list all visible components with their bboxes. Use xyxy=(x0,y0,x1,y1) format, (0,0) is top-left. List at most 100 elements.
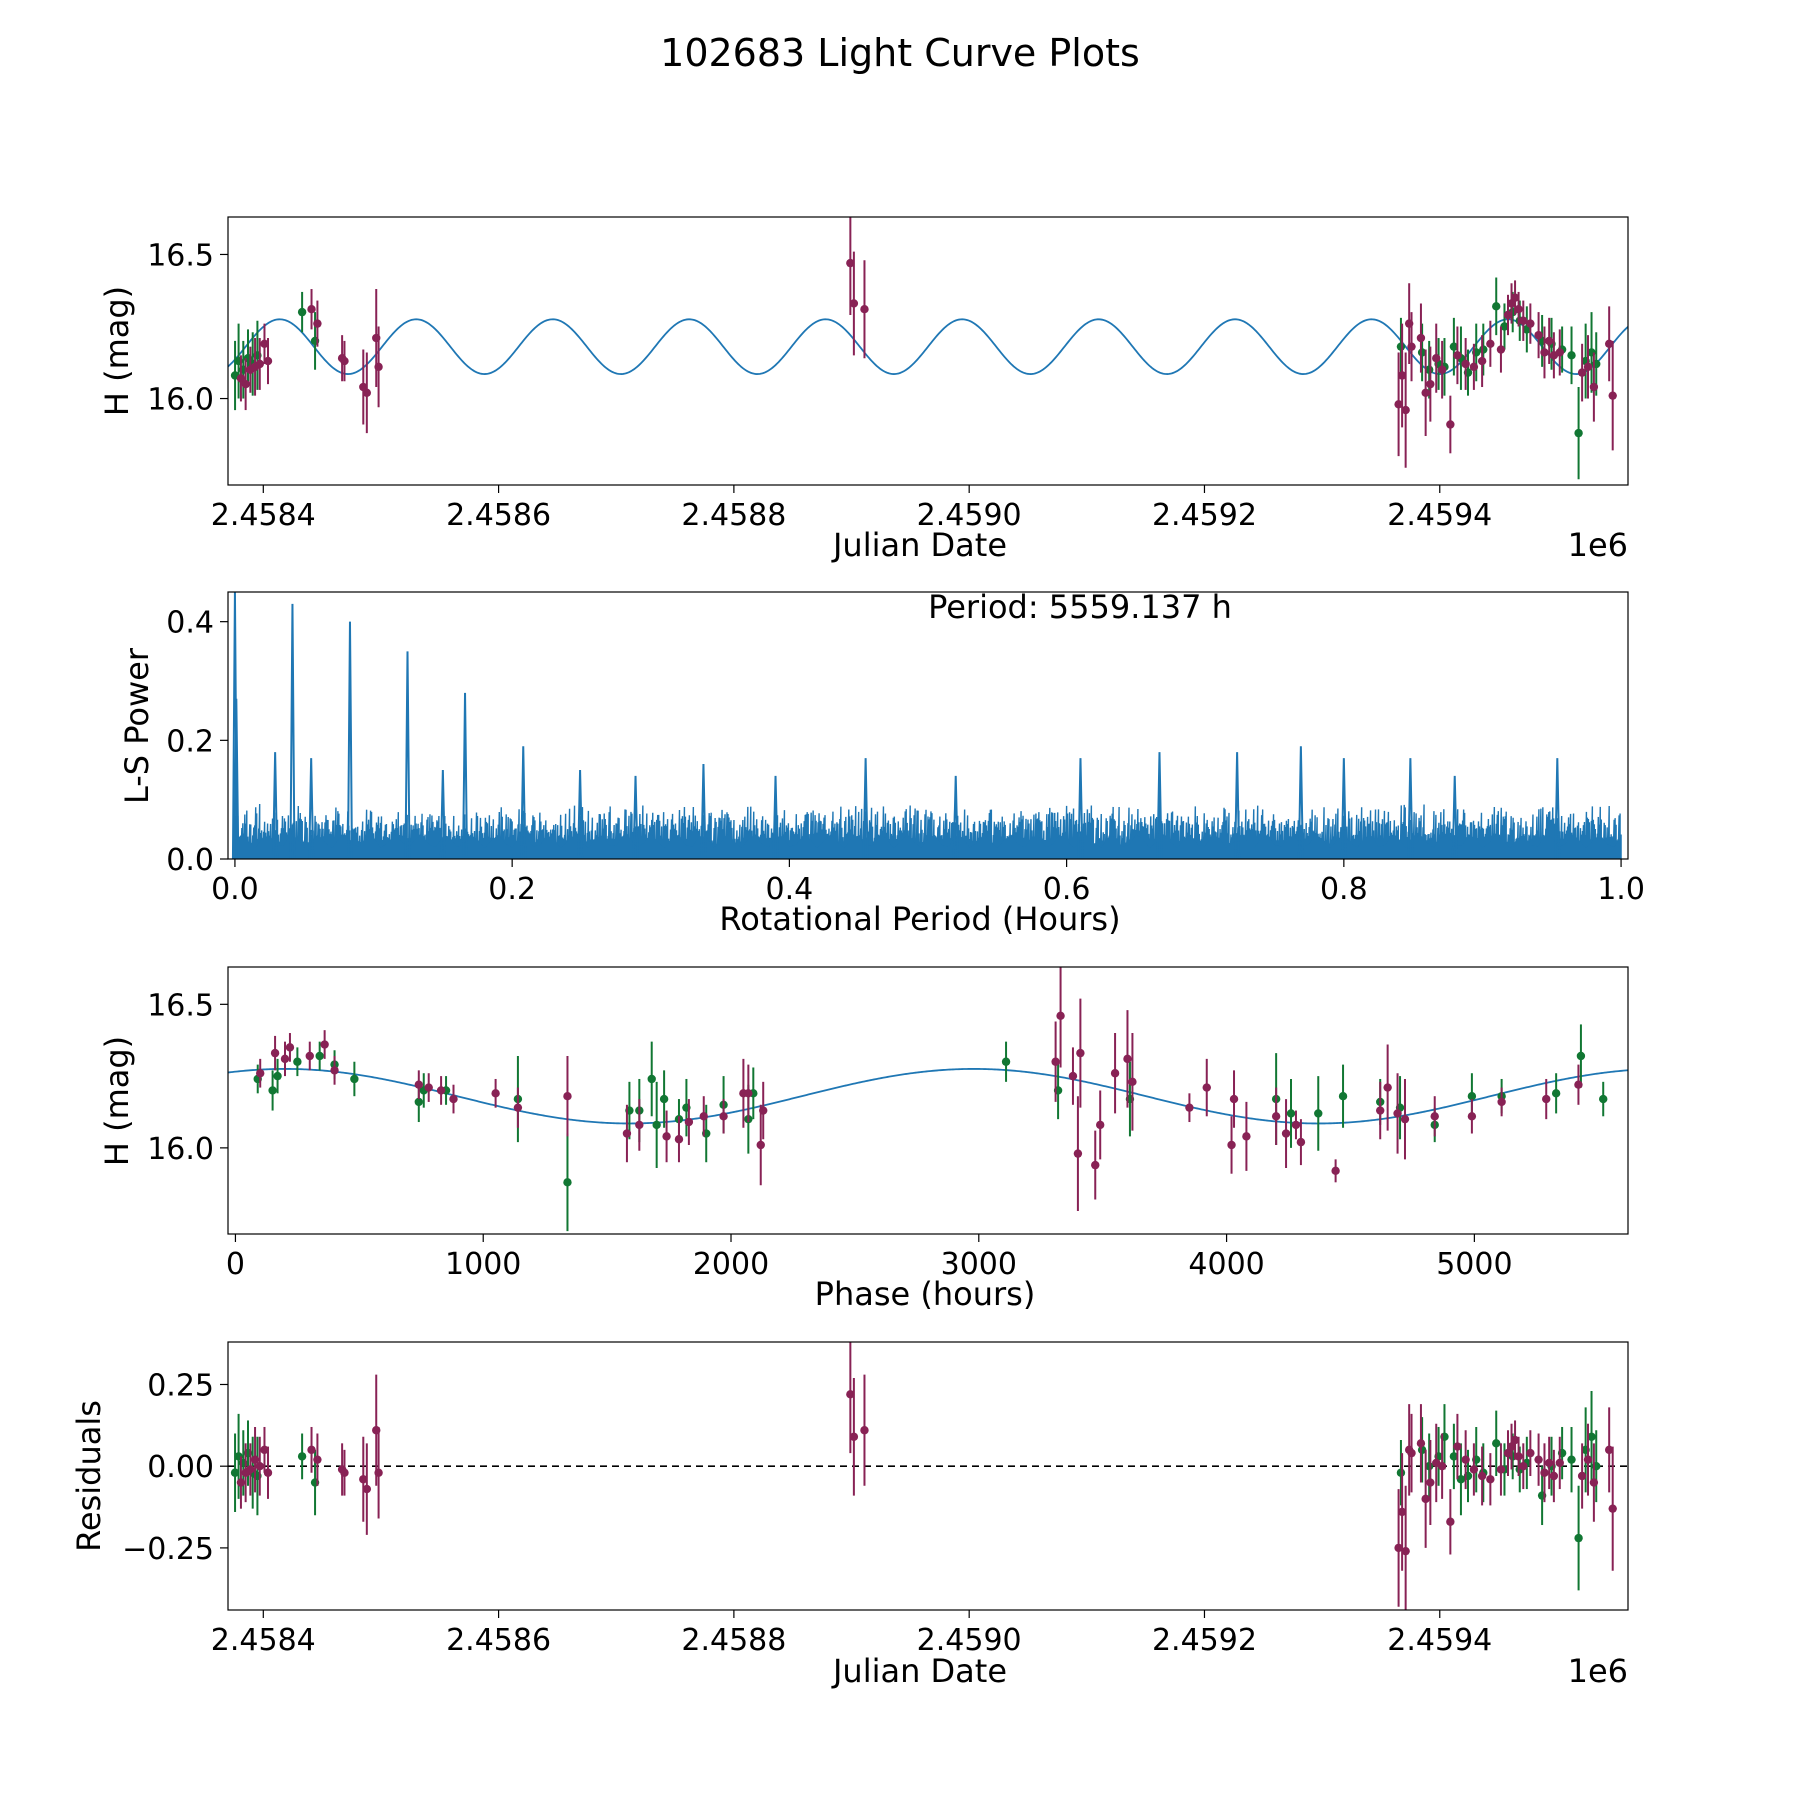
phased-point xyxy=(449,1094,458,1104)
residuals-point xyxy=(307,1445,316,1455)
lightcurve-point xyxy=(241,379,250,389)
phased-point xyxy=(1296,1137,1306,1147)
residuals-point xyxy=(1589,1478,1599,1487)
periodogram-ylabel: L-S Power xyxy=(118,647,156,804)
lightcurve-point xyxy=(1394,400,1403,409)
phased-point xyxy=(1291,1120,1301,1130)
periodogram-xtick-label: 0.0 xyxy=(211,872,259,907)
residuals-point xyxy=(1534,1455,1543,1464)
residuals-point xyxy=(1421,1494,1430,1504)
residuals-point xyxy=(297,1452,307,1461)
residuals-point xyxy=(846,1390,855,1399)
residuals-xlabel: Julian Date xyxy=(831,1652,1007,1690)
lightcurve-ytick-label: 16.5 xyxy=(147,238,214,273)
phased-point xyxy=(622,1129,632,1138)
residuals-point xyxy=(1453,1442,1462,1451)
residuals-point xyxy=(1540,1468,1549,1477)
residuals-point xyxy=(1492,1439,1501,1448)
lightcurve-series-magenta xyxy=(236,217,1617,468)
lightcurve-point xyxy=(1396,342,1406,351)
lightcurve-point xyxy=(1519,316,1528,325)
phased-point xyxy=(756,1140,765,1150)
residuals-point xyxy=(1407,1448,1416,1458)
residuals-point xyxy=(1567,1455,1576,1464)
phased-ytick-label: 16.0 xyxy=(147,1132,214,1167)
lightcurve-point xyxy=(1446,420,1455,429)
lightcurve-point xyxy=(1453,351,1462,360)
phased-point xyxy=(1338,1091,1348,1101)
phased-panel: Phase (hours) H (mag) 0 1000 2000 3000 4000 5… xyxy=(98,966,1629,1313)
periodogram-xtick-label: 0.2 xyxy=(488,872,536,907)
lightcurve-fit-curve xyxy=(228,318,1628,375)
lightcurve-point xyxy=(1421,388,1430,397)
residuals-frame xyxy=(227,1341,1629,1611)
periodogram-peak xyxy=(632,775,639,859)
lightcurve-xtick-label: 2.4592 xyxy=(1152,498,1257,533)
phased-point xyxy=(1096,1120,1105,1130)
phased-point xyxy=(1185,1103,1194,1112)
lightcurve-xtick-label: 2.4590 xyxy=(917,498,1022,533)
phased-xlabel: Phase (hours) xyxy=(815,1275,1036,1313)
residuals-xtick-label: 2.4590 xyxy=(917,1623,1022,1658)
lightcurve-point xyxy=(1583,362,1593,372)
periodogram-panel: Period: 5559.137 h Rotational Period (Ho… xyxy=(118,588,1645,938)
residuals-point xyxy=(1477,1471,1487,1481)
phased-point xyxy=(436,1086,446,1095)
residuals-point xyxy=(250,1455,260,1464)
phased-point xyxy=(744,1089,753,1098)
phased-point xyxy=(662,1132,671,1141)
phased-point xyxy=(1467,1112,1477,1121)
residuals-point xyxy=(1555,1458,1564,1468)
residuals-point xyxy=(849,1432,859,1441)
periodogram-xtick-label: 0.4 xyxy=(766,872,814,907)
lightcurve-point xyxy=(1514,305,1523,314)
lightcurve-point xyxy=(846,258,855,268)
lightcurve-point xyxy=(1589,382,1599,392)
lightcurve-point xyxy=(1496,345,1506,354)
residuals-point xyxy=(1396,1468,1406,1477)
lightcurve-frame xyxy=(227,216,1629,486)
residuals-panel: Julian Date 1e6 Residuals 2.4584 2.4586 2.… xyxy=(70,1341,1629,1690)
periodogram-peak xyxy=(1234,752,1241,859)
residuals-xtick-label: 2.4586 xyxy=(446,1623,551,1658)
lightcurve-point xyxy=(1416,333,1426,343)
lightcurve-point xyxy=(374,362,383,372)
phased-fit-curve xyxy=(228,1068,1628,1125)
lightcurve-xtick-label: 2.4584 xyxy=(211,498,316,533)
lightcurve-point xyxy=(263,356,273,366)
phased-point xyxy=(268,1086,277,1095)
lightcurve-point xyxy=(307,305,316,314)
phased-point xyxy=(414,1080,423,1089)
lightcurve-point xyxy=(362,388,372,397)
phased-point xyxy=(635,1120,644,1130)
residuals-xtick-label: 2.4584 xyxy=(211,1623,316,1658)
lightcurve-point xyxy=(1407,342,1416,351)
lightcurve-point xyxy=(849,299,859,308)
lightcurve-point xyxy=(1567,351,1576,360)
phased-point xyxy=(759,1106,768,1115)
phased-point xyxy=(330,1066,339,1075)
lightcurve-xtick-label: 2.4588 xyxy=(681,498,786,533)
phased-ytick-label: 16.5 xyxy=(147,988,214,1023)
phased-point xyxy=(1073,1149,1083,1158)
phased-point xyxy=(684,1117,694,1127)
phased-point xyxy=(652,1120,661,1130)
residuals-point xyxy=(1604,1445,1614,1455)
residuals-point xyxy=(1496,1465,1506,1474)
phased-point xyxy=(1001,1057,1011,1066)
phased-point xyxy=(414,1097,423,1107)
periodogram-peak xyxy=(577,769,584,859)
periodogram-peak xyxy=(1297,746,1304,859)
residuals-xtick-label: 2.4592 xyxy=(1152,1623,1257,1658)
phased-point xyxy=(350,1074,359,1084)
lightcurve-x-offset: 1e6 xyxy=(1568,526,1628,564)
phased-point xyxy=(424,1083,433,1092)
lightcurve-ylabel: H (mag) xyxy=(98,286,136,416)
phased-point xyxy=(491,1089,500,1098)
phased-xtick-label: 5000 xyxy=(1436,1247,1512,1282)
phased-point xyxy=(1056,1011,1065,1021)
residuals-point xyxy=(1469,1465,1479,1474)
lightcurve-point xyxy=(260,339,269,348)
phased-point xyxy=(1331,1166,1340,1176)
